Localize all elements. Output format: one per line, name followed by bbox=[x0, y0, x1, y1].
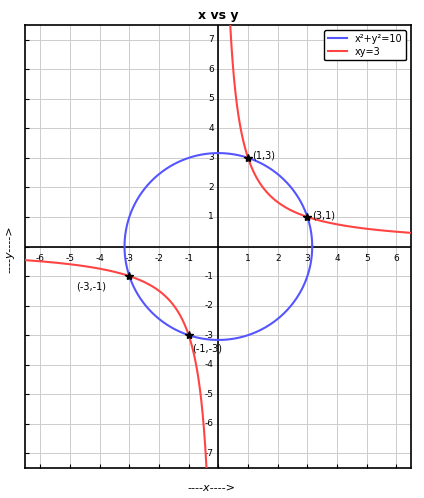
Text: -1: -1 bbox=[205, 271, 214, 280]
Text: 6: 6 bbox=[393, 254, 399, 263]
Text: ----x---->: ----x----> bbox=[188, 483, 236, 493]
Text: -7: -7 bbox=[205, 449, 214, 458]
Text: 5: 5 bbox=[208, 94, 214, 103]
Text: 1: 1 bbox=[245, 254, 251, 263]
Text: -6: -6 bbox=[36, 254, 45, 263]
Text: ----y---->: ----y----> bbox=[4, 225, 14, 273]
Text: -6: -6 bbox=[205, 419, 214, 428]
Text: 1: 1 bbox=[208, 213, 214, 222]
Text: 2: 2 bbox=[208, 183, 214, 192]
Text: (-1,-3): (-1,-3) bbox=[192, 344, 222, 354]
Legend: x²+y²=10, xy=3: x²+y²=10, xy=3 bbox=[324, 30, 407, 60]
Text: 6: 6 bbox=[208, 65, 214, 74]
Text: 4: 4 bbox=[334, 254, 340, 263]
Text: -4: -4 bbox=[205, 360, 214, 369]
Text: -2: -2 bbox=[155, 254, 163, 263]
Text: (3,1): (3,1) bbox=[312, 211, 335, 221]
Text: -5: -5 bbox=[205, 390, 214, 399]
Text: 2: 2 bbox=[275, 254, 281, 263]
Text: (1,3): (1,3) bbox=[252, 150, 276, 160]
Text: (-3,-1): (-3,-1) bbox=[76, 281, 106, 291]
Text: -1: -1 bbox=[184, 254, 193, 263]
Text: -2: -2 bbox=[205, 301, 214, 310]
Text: 7: 7 bbox=[208, 35, 214, 44]
Title: x vs y: x vs y bbox=[198, 9, 239, 22]
Text: 3: 3 bbox=[208, 153, 214, 162]
Text: 5: 5 bbox=[364, 254, 370, 263]
Text: -3: -3 bbox=[205, 331, 214, 340]
Text: 3: 3 bbox=[304, 254, 310, 263]
Text: -5: -5 bbox=[65, 254, 75, 263]
Text: 4: 4 bbox=[208, 124, 214, 133]
Text: -4: -4 bbox=[95, 254, 104, 263]
Text: -3: -3 bbox=[125, 254, 134, 263]
